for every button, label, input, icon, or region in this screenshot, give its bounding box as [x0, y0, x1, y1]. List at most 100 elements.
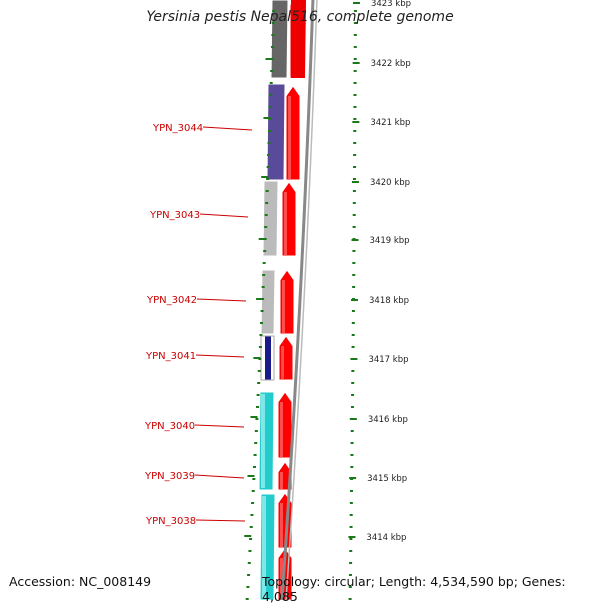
ruler-minor-tick — [351, 334, 355, 336]
ruler-minor-tick — [267, 130, 271, 132]
ruler-minor-tick — [350, 430, 354, 432]
cds-arrow-shade — [284, 192, 287, 256]
ruler-minor-tick — [353, 34, 357, 36]
ruler-minor-tick — [266, 178, 270, 180]
ruler-minor-tick — [252, 478, 256, 480]
ruler-minor-tick — [353, 70, 357, 72]
cog-block-shade — [261, 394, 265, 488]
ruler-tick-label: 3414 kbp — [366, 533, 406, 543]
ruler-minor-tick — [352, 262, 356, 264]
ruler-minor-tick — [266, 166, 270, 168]
ruler-minor-tick — [352, 274, 356, 276]
ruler-minor-tick — [251, 490, 255, 492]
ruler-minor-tick — [353, 82, 357, 84]
ruler-minor-tick — [272, 10, 276, 12]
gene-label: YPN_3044 — [152, 123, 203, 134]
ruler-tick-label: 3416 kbp — [368, 415, 408, 425]
ruler-minor-tick — [252, 466, 256, 468]
accession-text: Accession: NC_008149 — [9, 574, 152, 589]
ruler-minor-tick — [261, 286, 265, 288]
ruler-minor-tick — [254, 430, 258, 432]
backbone-line-inner — [285, 0, 318, 600]
gene-label-leader — [194, 424, 245, 428]
ruler-minor-tick — [350, 406, 354, 408]
ruler-minor-tick — [267, 142, 271, 144]
ruler-minor-tick — [349, 514, 353, 516]
ruler-minor-tick — [262, 274, 266, 276]
genome-backbone — [280, 0, 318, 600]
ruler-minor-tick — [351, 394, 355, 396]
ruler-minor-tick — [350, 490, 354, 492]
ruler-minor-tick — [352, 190, 356, 192]
ruler-minor-tick — [250, 514, 254, 516]
ruler-minor-tick — [256, 406, 260, 408]
gene-label-leader — [196, 298, 247, 302]
ruler-minor-tick — [270, 46, 274, 48]
cog-color-track — [258, 0, 289, 600]
ruler-minor-tick — [348, 574, 352, 576]
ruler-minor-tick — [350, 466, 354, 468]
ruler-minor-tick — [265, 190, 269, 192]
kbp-ruler: 3423 kbp 3422 kbp 3421 kbp 3420 kbp 3419 kbp… — [348, 0, 411, 543]
ruler-minor-tick — [348, 586, 352, 588]
forward-cds-arrow — [291, 0, 306, 78]
cog-block — [260, 269, 276, 335]
ruler-minor-tick — [353, 118, 357, 120]
ruler-tick-label: 3415 kbp — [367, 474, 407, 484]
ruler-dots — [244, 10, 357, 600]
ruler-minor-tick — [351, 370, 355, 372]
ruler-minor-tick — [262, 262, 266, 264]
cog-block — [270, 0, 289, 79]
ruler-minor-tick — [353, 130, 357, 132]
ruler-minor-tick — [349, 526, 353, 528]
ruler-minor-tick — [348, 598, 352, 600]
ruler-minor-tick — [353, 142, 357, 144]
ruler-tick-label: 3420 kbp — [370, 178, 410, 188]
cog-block — [262, 180, 279, 257]
ruler-minor-tick — [352, 202, 356, 204]
ruler-minor-tick — [352, 286, 356, 288]
gene-label: YPN_3038 — [145, 516, 196, 527]
ruler-minor-tick — [353, 22, 357, 24]
map-title: Yersinia pestis Nepal516, complete genom… — [146, 9, 454, 25]
ruler-minor-tick — [353, 94, 357, 96]
ruler-minor-tick — [245, 598, 249, 600]
ruler-minor-tick — [350, 442, 354, 444]
ruler-minor-tick — [349, 538, 353, 540]
ruler-minor-tick — [257, 370, 261, 372]
ruler-minor-tick — [351, 322, 355, 324]
ruler-minor-tick — [268, 106, 272, 108]
ruler-minor-tick — [247, 574, 251, 576]
ruler-minor-tick — [353, 10, 357, 12]
ruler-minor-tick — [269, 94, 273, 96]
ruler-minor-tick — [246, 586, 250, 588]
ruler-minor-tick — [349, 562, 353, 564]
ruler-minor-tick — [249, 538, 253, 540]
ruler-minor-tick — [271, 22, 275, 24]
ruler-minor-tick — [352, 178, 356, 180]
ruler-minor-tick — [270, 70, 274, 72]
ruler-minor-tick — [251, 502, 255, 504]
cds-arrow-shade — [282, 280, 285, 334]
ruler-minor-tick — [352, 250, 356, 252]
ruler-minor-tick — [351, 346, 355, 348]
ruler-tick-label: 3421 kbp — [370, 118, 410, 128]
ruler-minor-tick — [350, 454, 354, 456]
gene-label-leader — [194, 474, 245, 479]
ruler-minor-tick — [264, 214, 268, 216]
ruler-minor-tick — [259, 334, 263, 336]
ruler-tick-label: 3417 kbp — [368, 355, 408, 365]
ruler-minor-tick — [247, 562, 251, 564]
gene-label: YPN_3039 — [144, 471, 195, 482]
ruler-minor-tick — [265, 202, 269, 204]
gene-label-leader — [195, 519, 246, 522]
gene-label-leader — [195, 354, 245, 358]
cds-arrow-shade — [280, 558, 283, 600]
ruler-minor-tick — [269, 82, 273, 84]
gene-labels: YPN_3044 YPN_3043 YPN_3042 YPN_3041 YPN_3040… — [144, 123, 253, 527]
gene-label: YPN_3040 — [144, 421, 195, 432]
gene-label-leader — [199, 213, 249, 218]
ruler-tick-label: 3422 kbp — [371, 59, 411, 69]
cog-block-shade — [262, 496, 266, 600]
